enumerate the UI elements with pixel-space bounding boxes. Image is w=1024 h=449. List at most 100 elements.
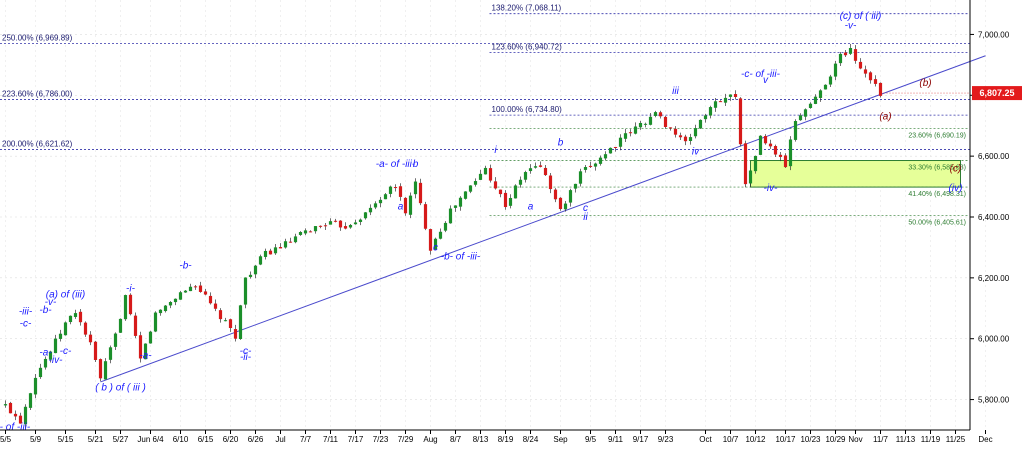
candle-body: [733, 94, 738, 98]
candle-body: [703, 115, 708, 120]
wave-label: a: [528, 201, 534, 212]
candle-body: [528, 168, 533, 172]
candle-body: [398, 186, 403, 197]
wave-label: iii: [672, 86, 679, 97]
candle-body: [798, 115, 803, 121]
candle-body: [623, 133, 628, 139]
x-tick-label: 6/15: [198, 435, 214, 444]
wave-label: (a): [879, 112, 891, 123]
x-tick-label: 8/24: [523, 435, 539, 444]
candle-body: [633, 126, 638, 134]
candle-body: [303, 230, 308, 234]
x-tick-label: 10/12: [745, 435, 766, 444]
candle-body: [668, 127, 673, 129]
candle-body: [3, 404, 8, 406]
candle-body: [213, 303, 218, 309]
current-price-label: 6,807.25: [979, 88, 1014, 98]
candle-body: [113, 333, 118, 347]
wave-label: -v-: [45, 297, 57, 308]
wave-label: -c-: [60, 346, 72, 357]
candle-body: [158, 309, 163, 314]
candle-body: [248, 274, 253, 277]
candle-body: [818, 90, 823, 98]
candle-body: [148, 331, 153, 344]
candle-body: [873, 79, 878, 84]
wave-label: -a- of -iii-: [376, 159, 416, 170]
candle-body: [323, 225, 328, 227]
x-tick-label: 7/11: [323, 435, 339, 444]
candle-body: [68, 315, 73, 323]
support-trendline: [100, 55, 986, 383]
wave-label: -i-: [126, 284, 136, 295]
candle-body: [478, 173, 483, 180]
x-tick-label: Aug: [423, 435, 437, 444]
candle-body: [143, 343, 148, 360]
candle-body: [448, 208, 453, 224]
candle-body: [368, 207, 373, 213]
x-tick-label: Oct: [699, 435, 712, 444]
x-tick-label: 5/9: [30, 435, 42, 444]
candle-body: [658, 112, 663, 117]
candle-body: [168, 302, 173, 306]
candle-body: [713, 101, 718, 108]
candle-body: [493, 181, 498, 189]
x-tick-label: 9/5: [585, 435, 597, 444]
candle-body: [603, 154, 608, 159]
candle-body: [203, 291, 208, 295]
candle-body: [783, 155, 788, 168]
candle-body: [263, 250, 268, 257]
x-tick-label: 9/23: [658, 435, 674, 444]
candle-body: [628, 132, 633, 134]
candle-body: [663, 116, 668, 128]
candle-body: [373, 203, 378, 208]
candle-body: [468, 185, 473, 192]
candle-body: [548, 175, 553, 190]
candle-body: [23, 406, 28, 425]
x-tick-label: 6/20: [223, 435, 239, 444]
candle-body: [828, 76, 833, 85]
candle-body: [333, 220, 338, 222]
candle-body: [193, 286, 198, 288]
fib-level-label: 100.00% (6,734.80): [492, 105, 563, 114]
x-tick-label: 7/17: [348, 435, 364, 444]
wave-label: -b-: [39, 305, 52, 316]
candle-body: [218, 310, 223, 320]
candle-body: [103, 361, 108, 380]
candle-body: [388, 186, 393, 194]
candle-body: [708, 107, 713, 116]
candle-body: [138, 335, 143, 359]
candle-body: [788, 139, 793, 167]
candle-body: [223, 320, 228, 322]
candle-body: [723, 97, 728, 103]
x-tick-label: Jun 6/4: [137, 435, 164, 444]
candle-body: [153, 312, 158, 332]
wave-label: ii: [583, 212, 588, 223]
candle-body: [238, 305, 243, 340]
candle-body: [408, 195, 413, 215]
candle-body: [698, 119, 703, 129]
candle-body: [503, 192, 508, 208]
candle-body: [63, 322, 68, 336]
x-tick-label: 7/29: [398, 435, 414, 444]
candle-body: [338, 220, 343, 228]
x-tick-label: Nov: [848, 435, 862, 444]
wave-label: c: [433, 242, 438, 253]
candle-body: [878, 82, 883, 96]
candle-body: [423, 204, 428, 229]
candle-body: [308, 231, 313, 233]
x-tick-label: 11/13: [896, 435, 916, 444]
candle-body: [288, 241, 293, 243]
candle-body: [378, 199, 383, 204]
x-tick-label: Sep: [553, 435, 568, 444]
candle-body: [428, 229, 433, 251]
trendline: [100, 55, 986, 383]
fib-retrace-label: 41.40% (6,498.31): [908, 191, 966, 198]
candle-body: [598, 157, 603, 164]
wave-label: -iii-: [19, 306, 33, 317]
candle-body: [843, 52, 848, 56]
candle-body: [613, 146, 618, 148]
candle-body: [403, 197, 408, 214]
candle-body: [533, 166, 538, 168]
candle-body: [483, 167, 488, 175]
